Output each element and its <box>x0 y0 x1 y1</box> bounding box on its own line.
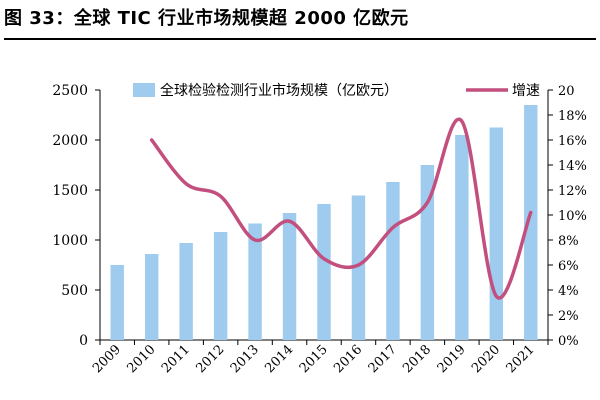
bar <box>386 182 400 340</box>
right-tick-label: 12% <box>558 184 587 199</box>
bar <box>351 195 366 340</box>
left-tick-label: 0 <box>79 333 88 349</box>
x-tick-label: 2020 <box>469 342 503 376</box>
x-tick-label: 2016 <box>331 342 365 376</box>
left-tick-label: 2000 <box>52 133 88 149</box>
legend-line-label: 增速 <box>512 83 540 99</box>
left-tick-label: 500 <box>61 283 88 299</box>
title-rule <box>4 38 596 40</box>
x-tick-label: 2012 <box>193 342 227 376</box>
bar-series <box>110 105 538 340</box>
bar <box>489 127 504 340</box>
bar <box>144 254 159 340</box>
figure-title: 图 33：全球 TIC 行业市场规模超 2000 亿欧元 <box>4 8 409 29</box>
right-tick-label: 18% <box>558 109 587 124</box>
right-tick-label: 10% <box>558 209 587 224</box>
bar <box>179 243 193 340</box>
legend-bar-swatch <box>133 83 155 97</box>
growth-line <box>149 117 533 300</box>
x-tick-label: 2014 <box>262 342 296 376</box>
bar <box>524 105 538 340</box>
x-tick-label: 2017 <box>366 342 400 376</box>
left-tick-label: 2500 <box>52 83 88 99</box>
left-tick-label: 1000 <box>52 233 88 249</box>
left-tick-label: 1500 <box>52 183 88 199</box>
right-tick-label: 6% <box>558 259 579 274</box>
bar <box>455 135 469 340</box>
right-tick-label: 2% <box>558 309 579 324</box>
x-tick-label: 2011 <box>159 342 193 376</box>
x-tick-label: 2013 <box>228 342 262 376</box>
x-tick-label: 2021 <box>504 342 538 376</box>
right-tick-label: 8% <box>558 234 579 249</box>
right-tick-label: 0% <box>558 334 579 349</box>
line-series <box>149 117 533 300</box>
right-tick-label: 4% <box>558 284 579 299</box>
right-tick-label: 16% <box>558 134 587 149</box>
legend: 全球检验检测行业市场规模（亿欧元） 增速 <box>133 82 540 99</box>
figure-header: 图 33：全球 TIC 行业市场规模超 2000 亿欧元 <box>4 6 596 40</box>
chart-area: 0 500 1000 1500 2000 2500 0% 2% 4% 6% 8% 10% 12% 14% 1… <box>52 82 587 376</box>
bar <box>282 213 297 340</box>
bar <box>317 204 331 340</box>
bar <box>110 265 124 340</box>
right-tick-label: 14% <box>558 159 587 174</box>
bar <box>248 223 262 340</box>
x-tick-label: 2009 <box>90 342 124 376</box>
bar <box>213 232 228 340</box>
x-tick-label: 2019 <box>435 342 469 376</box>
right-tick-label: 20 <box>558 84 575 99</box>
x-tick-label: 2018 <box>400 342 434 376</box>
x-tick-label: 2010 <box>125 342 159 376</box>
legend-bar-label: 全球检验检测行业市场规模（亿欧元） <box>160 82 398 99</box>
x-tick-label: 2015 <box>297 342 331 376</box>
